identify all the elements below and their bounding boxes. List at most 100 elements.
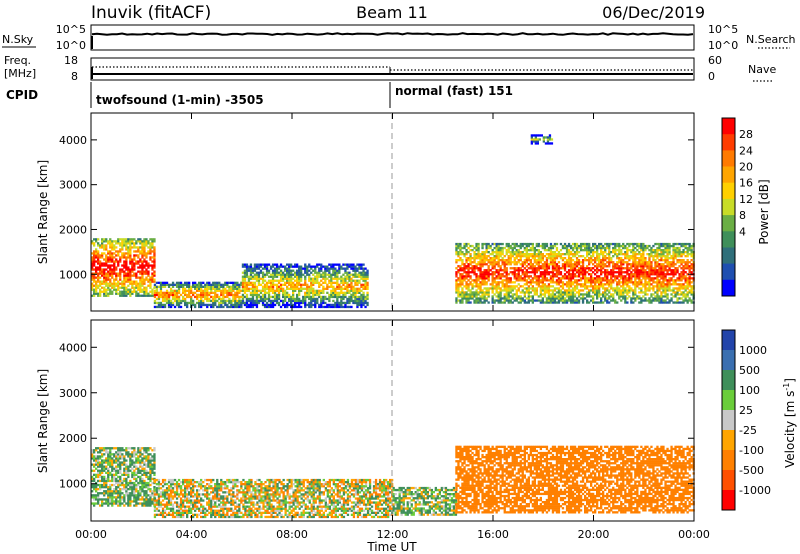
heatmap-cell xyxy=(676,246,679,250)
heatmap-cell xyxy=(135,290,138,293)
heatmap-cell xyxy=(312,291,315,294)
heatmap-cell xyxy=(614,244,617,248)
heatmap-cell xyxy=(561,277,565,280)
heatmap-cell xyxy=(95,490,98,493)
heatmap-cell xyxy=(573,255,577,258)
heatmap-cell xyxy=(598,263,601,266)
heatmap-cell xyxy=(457,265,460,268)
heatmap-cell xyxy=(622,267,625,270)
heatmap-cell xyxy=(107,252,110,255)
heatmap-cell xyxy=(644,293,647,296)
heatmap-cell xyxy=(275,279,279,282)
heatmap-cell xyxy=(624,255,627,258)
power-panel xyxy=(90,112,695,312)
heatmap-cell xyxy=(153,289,157,292)
heatmap-cell xyxy=(200,283,203,286)
heatmap-cell xyxy=(664,285,667,288)
heatmap-cell xyxy=(608,244,611,248)
heatmap-cell xyxy=(318,295,321,299)
heatmap-cell xyxy=(111,459,114,462)
heatmap-cell xyxy=(509,263,512,266)
heatmap-cell xyxy=(664,251,667,254)
heatmap-cell xyxy=(294,299,297,303)
heatmap-cell xyxy=(364,275,367,278)
heatmap-cell xyxy=(117,264,120,267)
heatmap-cell xyxy=(517,275,520,278)
heatmap-cell xyxy=(257,279,261,282)
heatmap-cell xyxy=(660,285,663,288)
heatmap-cell xyxy=(684,297,687,300)
heatmap-cell xyxy=(533,281,536,284)
heatmap-cell xyxy=(277,293,281,297)
heatmap-cell xyxy=(362,271,365,274)
heatmap-cell xyxy=(658,244,661,248)
heatmap-cell xyxy=(535,299,538,302)
heatmap-cell xyxy=(479,295,482,298)
heatmap-cell xyxy=(523,279,526,282)
heatmap-cell xyxy=(662,269,665,272)
heatmap-cell xyxy=(533,261,536,264)
heatmap-cell xyxy=(294,303,297,307)
heatmap-cell xyxy=(602,261,605,264)
heatmap-cell xyxy=(612,299,615,302)
heatmap-cell xyxy=(113,260,116,263)
heatmap-cell xyxy=(190,295,193,299)
heatmap-cell xyxy=(296,301,299,305)
heatmap-cell xyxy=(606,271,609,274)
heatmap-cell xyxy=(688,265,691,268)
heatmap-cell xyxy=(111,268,114,271)
heatmap-cell xyxy=(551,257,555,260)
heatmap-cell xyxy=(97,459,100,462)
heatmap-cell xyxy=(356,305,359,309)
heatmap-cell xyxy=(332,287,335,290)
heatmap-cell xyxy=(461,291,464,294)
heatmap-cell xyxy=(111,276,114,279)
heatmap-cell xyxy=(312,265,315,268)
heatmap-cell xyxy=(549,301,553,304)
heatmap-cell xyxy=(139,294,142,297)
heatmap-cell xyxy=(93,278,96,281)
heatmap-cell xyxy=(485,257,488,260)
heatmap-cell xyxy=(346,267,349,270)
heatmap-cell xyxy=(598,265,601,268)
heatmap-cell xyxy=(177,283,181,286)
heatmap-cell xyxy=(271,263,275,266)
heatmap-cell xyxy=(600,283,603,286)
heatmap-cell xyxy=(477,246,480,250)
heatmap-cell xyxy=(318,273,321,276)
heatmap-cell xyxy=(107,250,110,253)
heatmap-cell xyxy=(273,295,277,299)
heatmap-cell xyxy=(640,263,643,266)
heatmap-cell xyxy=(143,248,146,251)
heatmap-cell xyxy=(261,267,265,270)
heatmap-cell xyxy=(640,299,643,302)
heatmap-cell xyxy=(153,295,157,299)
heatmap-cell xyxy=(245,301,249,305)
heatmap-cell xyxy=(320,275,323,278)
heatmap-cell xyxy=(612,255,615,258)
heatmap-cell xyxy=(294,271,297,274)
heatmap-cell xyxy=(457,246,460,250)
heatmap-cell xyxy=(109,290,112,293)
heatmap-cell xyxy=(465,295,468,298)
heatmap-cell xyxy=(228,289,231,292)
heatmap-cell xyxy=(261,279,265,282)
heatmap-cell xyxy=(537,283,540,286)
heatmap-cell xyxy=(218,297,221,301)
heatmap-cell xyxy=(288,297,291,301)
heatmap-cell xyxy=(475,301,478,304)
heatmap-cell xyxy=(292,287,295,290)
heatmap-cell xyxy=(638,257,641,260)
heatmap-cell xyxy=(590,283,593,286)
heatmap-cell xyxy=(606,293,609,296)
heatmap-cell xyxy=(666,279,669,282)
heatmap-cell xyxy=(243,295,247,299)
heatmap-cell xyxy=(288,303,291,307)
heatmap-cell xyxy=(626,271,629,274)
heatmap-cell xyxy=(527,249,530,252)
heatmap-cell xyxy=(596,285,599,288)
heatmap-cell xyxy=(109,274,112,277)
heatmap-cell xyxy=(241,289,245,292)
heatmap-cell xyxy=(304,277,307,280)
heatmap-cell xyxy=(91,272,94,275)
